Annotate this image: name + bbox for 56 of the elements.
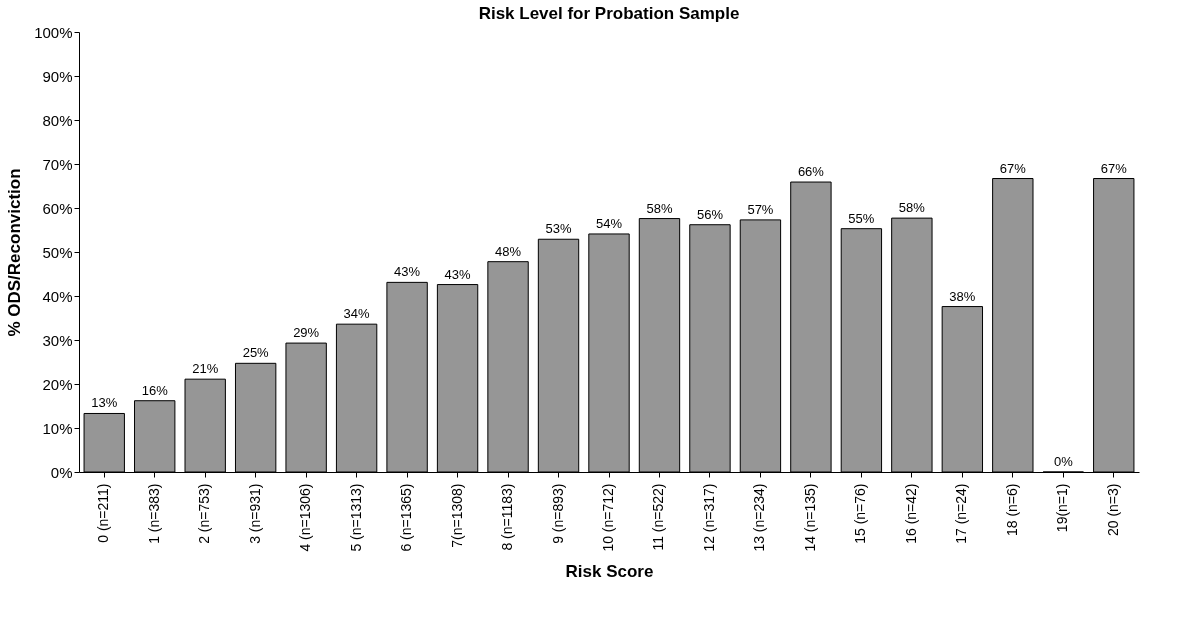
y-tick-label: 50% xyxy=(42,243,73,261)
x-tick-label: 9 (n=893) xyxy=(549,483,566,544)
x-tick-label: 12 (n=317) xyxy=(700,483,717,552)
data-label: 58% xyxy=(898,200,926,216)
y-tick-label: 0% xyxy=(50,463,73,481)
data-label: 66% xyxy=(797,164,825,180)
data-label: 58% xyxy=(646,200,673,216)
x-tick-label: 13 (n=234) xyxy=(751,483,768,552)
y-tick-label: 40% xyxy=(42,287,73,305)
data-label: 43% xyxy=(394,264,421,280)
data-label: 55% xyxy=(848,210,875,226)
data-label: 34% xyxy=(343,306,371,322)
y-tick-label: 20% xyxy=(42,375,73,393)
y-tick-label: 90% xyxy=(42,67,73,85)
x-tick-label: 3 (n=931) xyxy=(246,483,263,544)
x-tick-label: 7(n=1308) xyxy=(448,483,465,548)
data-label: 29% xyxy=(293,325,320,341)
x-tick-label: 15 (n=76) xyxy=(852,483,869,544)
data-label: 13% xyxy=(91,395,118,411)
x-tick-label: 16 (n=42) xyxy=(902,483,919,544)
y-axis-title: % ODS/Reconviction xyxy=(5,168,25,337)
data-label: 53% xyxy=(545,221,572,237)
data-label: 0% xyxy=(1053,454,1074,469)
x-tick-label: 19(n=1) xyxy=(1054,483,1071,533)
x-tick-label: 5 (n=1313) xyxy=(347,483,364,552)
data-label: 38% xyxy=(949,288,976,304)
x-tick-label: 6 (n=1365) xyxy=(398,483,415,552)
y-tick-label: 30% xyxy=(42,331,73,349)
y-tick-label: 60% xyxy=(42,199,73,217)
data-label: 43% xyxy=(444,266,472,282)
data-label: 56% xyxy=(696,206,724,222)
data-label: 16% xyxy=(141,382,169,398)
data-label: 67% xyxy=(1100,160,1128,176)
x-tick-label: 20 (n=3) xyxy=(1104,483,1121,537)
x-tick-label: 17 (n=24) xyxy=(953,483,970,544)
x-tick-label: 10 (n=712) xyxy=(600,483,616,552)
x-tick-label: 14 (n=135) xyxy=(801,483,818,552)
data-label: 48% xyxy=(495,243,522,259)
x-tick-label: 0 (n=211) xyxy=(95,483,112,543)
data-label: 67% xyxy=(999,160,1027,176)
x-tick-label: 11 (n=522) xyxy=(650,483,667,551)
x-axis-title: Risk Score xyxy=(565,561,654,581)
y-tick-label: 10% xyxy=(42,419,73,437)
x-tick-label: 18 (n=6) xyxy=(1003,483,1020,537)
y-tick-label: 80% xyxy=(42,111,73,129)
y-tick-label: 100% xyxy=(34,23,73,41)
data-label: 57% xyxy=(747,201,774,217)
y-tick-label: 70% xyxy=(42,155,73,173)
x-tick-label: 1 (n=383) xyxy=(145,483,162,544)
data-label: 25% xyxy=(242,345,270,361)
x-tick-label: 8 (n=1183) xyxy=(499,483,516,551)
x-tick-label: 2 (n=753) xyxy=(196,483,213,544)
chart-title: Risk Level for Probation Sample xyxy=(478,4,740,23)
x-tick-label: 4 (n=1306) xyxy=(297,483,314,552)
data-label: 54% xyxy=(595,215,623,231)
data-label: 21% xyxy=(192,361,219,377)
